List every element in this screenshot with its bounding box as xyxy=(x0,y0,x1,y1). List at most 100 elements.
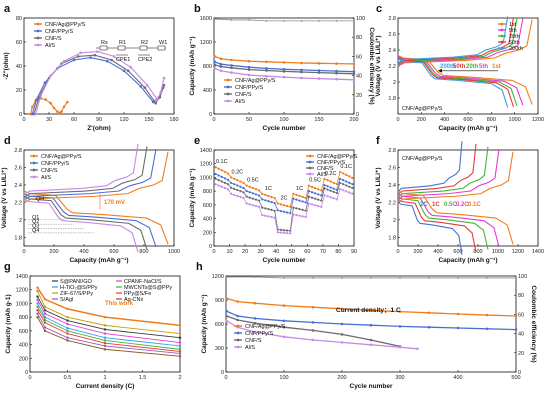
legend-marker xyxy=(36,29,40,33)
ce-point xyxy=(353,19,355,22)
legend-marker xyxy=(226,99,230,103)
comparison-point xyxy=(178,355,182,358)
capacity-point xyxy=(253,301,257,305)
rate-point xyxy=(345,180,348,183)
capacity-point xyxy=(311,338,315,342)
capacity-point xyxy=(311,321,315,324)
rate-point xyxy=(292,213,295,216)
x-tick-label: 0 xyxy=(212,117,215,123)
capacity-line xyxy=(214,64,355,75)
y-tick-label: 0 xyxy=(19,112,22,118)
rate-point xyxy=(258,189,261,192)
rate-point xyxy=(298,194,301,198)
comparison-point xyxy=(36,312,39,315)
nyquist-point xyxy=(56,110,59,113)
y-tick-label: 2.8 xyxy=(388,16,396,22)
rate-label: 0.5C xyxy=(309,178,321,184)
rate-point xyxy=(254,198,258,201)
circuit-element xyxy=(117,45,126,51)
rate-point xyxy=(295,198,298,201)
y-right-axis-label: Coulombic efficiency (%) xyxy=(368,27,375,104)
rate-point xyxy=(223,186,226,190)
rate-point xyxy=(220,180,223,183)
legend-marker xyxy=(308,160,312,164)
ce-point xyxy=(254,276,256,278)
x-tick-label: 60 xyxy=(304,249,310,255)
arrow-head xyxy=(438,68,442,73)
y-tick-label: 900 xyxy=(215,298,224,304)
comparison-point xyxy=(43,298,47,301)
rate-point xyxy=(335,191,338,195)
y-tick-label: 1.8 xyxy=(388,96,396,102)
y-axis-label: Capacity (mAh g⁻¹) xyxy=(189,36,196,95)
x-tick-label: 0 xyxy=(396,249,399,255)
legend-label: 1st xyxy=(509,22,517,28)
rate-point xyxy=(276,231,279,234)
y-tick-label: 2.6 xyxy=(388,32,396,38)
legend-marker xyxy=(32,175,36,179)
rate-point xyxy=(214,166,217,169)
charge-curve xyxy=(23,143,139,195)
rate-point xyxy=(342,183,345,186)
this-work-label: This work xyxy=(105,301,134,307)
legend-label: Al/S xyxy=(45,43,55,49)
comparison-point xyxy=(43,321,47,324)
y-tick-label: 40 xyxy=(16,64,22,70)
circuit-label: CPE2 xyxy=(138,57,152,63)
charge-curve xyxy=(397,146,489,198)
capacity-point xyxy=(282,68,286,71)
rate-point xyxy=(314,192,317,195)
capacity-point xyxy=(225,309,228,313)
y-tick-label: 200 xyxy=(19,356,28,362)
panel-letter-b: b xyxy=(194,3,201,15)
comparison-point xyxy=(103,336,107,339)
x-tick-label: 0 xyxy=(396,117,399,123)
rate-point xyxy=(220,169,223,172)
capacity-point xyxy=(335,69,338,73)
capacity-point xyxy=(369,338,373,342)
legend-marker xyxy=(32,154,36,158)
comparison-point xyxy=(43,329,47,333)
legend-label: CNF/Ag@PPy/S xyxy=(317,154,358,160)
panel-annotation: CNF/Ag@PPy/S xyxy=(402,106,443,112)
y-right-tick-label: 80 xyxy=(356,35,362,41)
nyquist-point xyxy=(76,55,80,58)
rate-point xyxy=(317,188,320,191)
rate-point xyxy=(289,212,292,215)
rate-point xyxy=(254,193,258,196)
nyquist-point xyxy=(62,59,66,63)
y-tick-label: 1200 xyxy=(16,288,28,294)
comparison-point xyxy=(103,328,107,331)
ce-point xyxy=(457,277,459,279)
rate-point xyxy=(292,192,295,195)
rate-point xyxy=(295,207,298,210)
nyquist-point xyxy=(106,59,109,63)
x-tick-label: 500 xyxy=(511,375,520,381)
y-tick-label: 2 xyxy=(19,218,22,224)
rate-point xyxy=(220,175,223,178)
rate-point xyxy=(242,186,245,190)
comparison-point xyxy=(36,298,39,302)
comparison-point xyxy=(66,339,69,342)
discharge-curve xyxy=(397,55,533,105)
capacity-point xyxy=(225,297,228,300)
y-tick-label: 600 xyxy=(203,203,212,209)
rate-point xyxy=(248,196,251,199)
comparison-point xyxy=(43,318,47,322)
capacity-point xyxy=(514,328,518,331)
comparison-line xyxy=(37,290,181,335)
x-tick-label: 400 xyxy=(440,117,449,123)
comparison-point xyxy=(36,309,39,312)
rate-point xyxy=(329,186,332,189)
capacity-point xyxy=(230,66,233,70)
capacity-point xyxy=(352,78,356,82)
capacity-point xyxy=(300,76,303,80)
rate-point xyxy=(245,202,248,205)
capacity-line xyxy=(214,61,355,73)
rate-point xyxy=(320,194,323,197)
rate-point xyxy=(292,197,295,200)
rate-point xyxy=(223,170,226,173)
capacity-point xyxy=(282,325,286,329)
rate-point xyxy=(342,172,345,175)
capacity-point xyxy=(300,68,303,72)
